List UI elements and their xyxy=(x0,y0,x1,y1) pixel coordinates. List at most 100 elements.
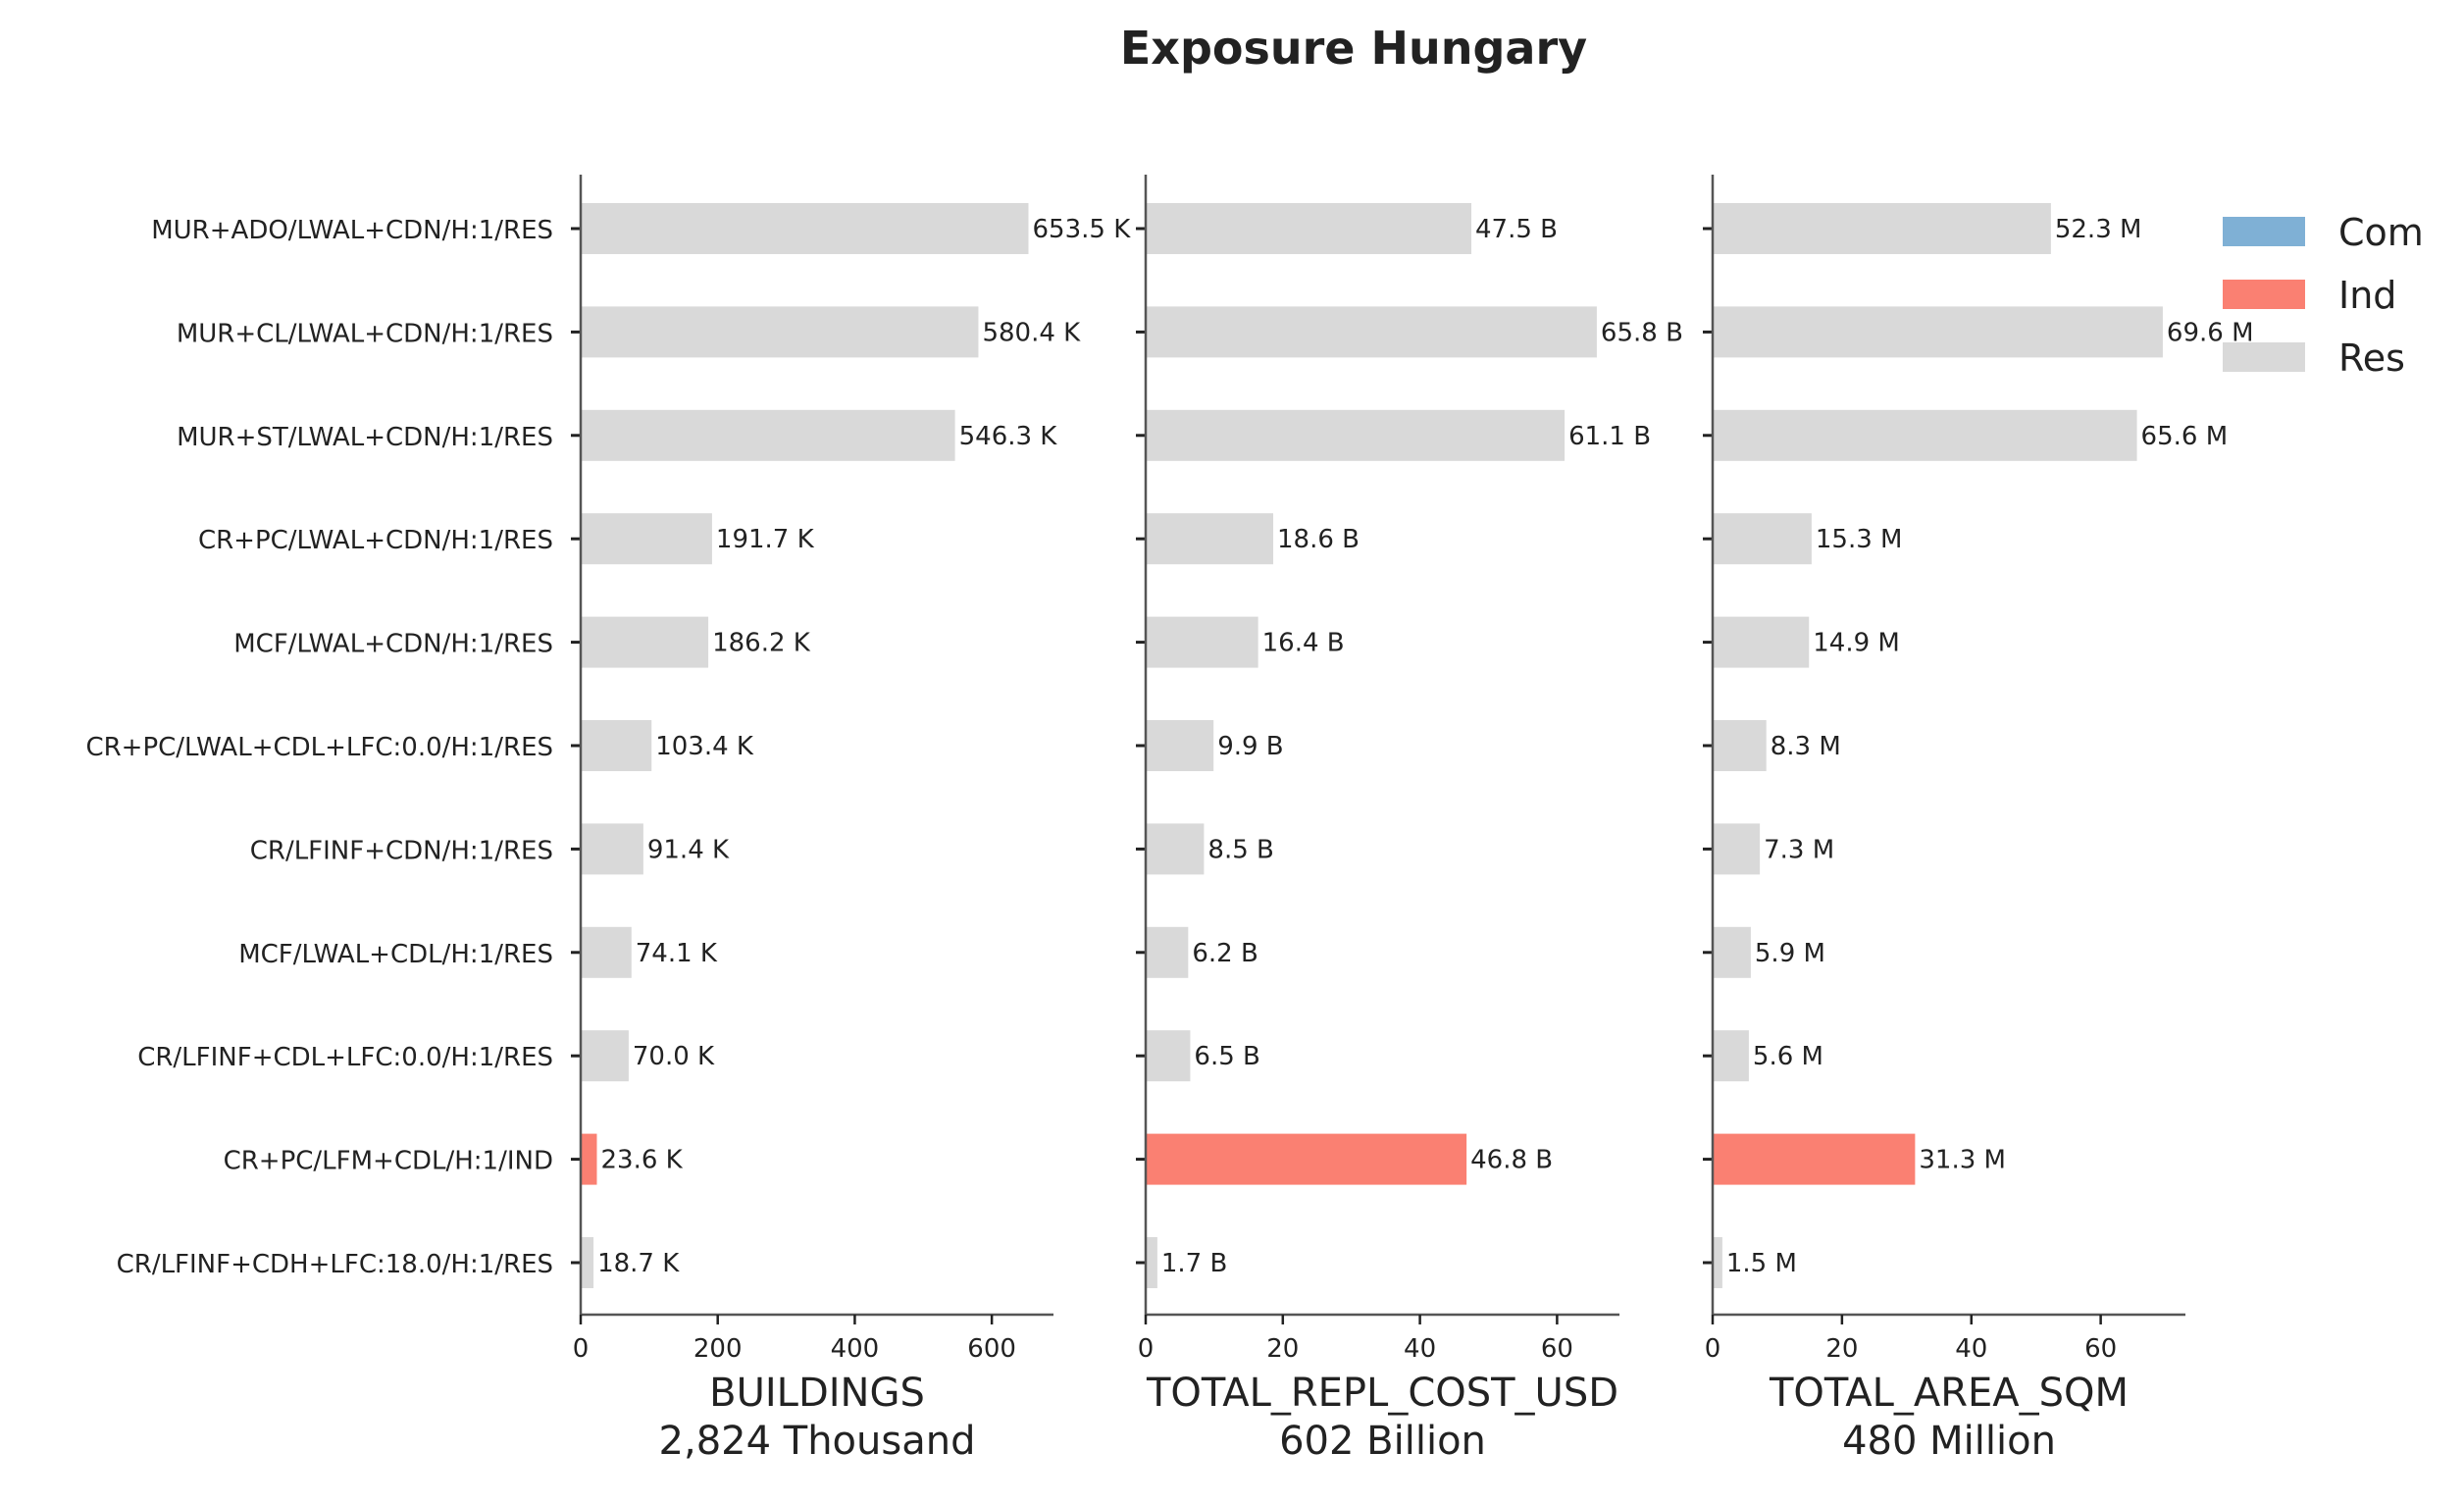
data-label: 6.5 B xyxy=(1194,1042,1259,1071)
data-label: 8.3 M xyxy=(1771,732,1841,761)
category-label: MUR+CL/LWAL+CDN/H:1/RES xyxy=(177,319,553,348)
x-axis-total-label: 480 Million xyxy=(1842,1419,2056,1464)
panels: 653.5 K MUR+ADO/LWAL+CDN/H:1/RES 580.4 K MU… xyxy=(85,175,2254,1464)
category-label: CR+PC/LFM+CDL/H:1/IND xyxy=(224,1147,553,1176)
data-label: 1.7 B xyxy=(1161,1249,1227,1278)
x-tick-label: 400 xyxy=(831,1334,880,1364)
bar xyxy=(581,306,979,358)
data-label: 46.8 B xyxy=(1470,1146,1553,1175)
data-label: 74.1 K xyxy=(636,939,718,968)
bar xyxy=(581,513,712,565)
data-label: 65.8 B xyxy=(1601,318,1683,347)
bar xyxy=(1713,203,2051,254)
data-label: 31.3 M xyxy=(1919,1146,2006,1175)
x-axis-total-label: 602 Billion xyxy=(1279,1419,1486,1464)
category-label: MCF/LWAL+CDL/H:1/RES xyxy=(238,940,553,969)
bar xyxy=(1146,720,1214,771)
x-tick-label: 60 xyxy=(2084,1334,2117,1364)
data-label: 546.3 K xyxy=(959,422,1058,451)
bar xyxy=(1713,1133,1916,1185)
category-label: CR/LFINF+CDH+LFC:18.0/H:1/RES xyxy=(117,1250,553,1279)
data-label: 18.6 B xyxy=(1277,525,1360,554)
bar xyxy=(1713,720,1767,771)
bar xyxy=(1146,306,1597,358)
x-tick-label: 0 xyxy=(1705,1334,1721,1364)
bar xyxy=(581,1030,629,1082)
data-label: 16.4 B xyxy=(1262,629,1345,658)
bar xyxy=(1146,1237,1157,1288)
x-axis-total-label: 2,824 Thousand xyxy=(659,1419,976,1464)
bar xyxy=(581,926,632,978)
data-label: 91.4 K xyxy=(647,835,730,864)
x-tick-label: 600 xyxy=(967,1334,1016,1364)
x-tick-label: 0 xyxy=(573,1334,590,1364)
category-label: CR/LFINF+CDL+LFC:0.0/H:1/RES xyxy=(137,1043,553,1072)
x-tick-label: 20 xyxy=(1266,1334,1299,1364)
x-tick-label: 20 xyxy=(1825,1334,1858,1364)
data-label: 5.6 M xyxy=(1753,1042,1823,1071)
data-label: 9.9 B xyxy=(1217,732,1283,761)
category-label: CR+PC/LWAL+CDL+LFC:0.0/H:1/RES xyxy=(85,733,553,762)
bar xyxy=(581,823,643,875)
data-label: 14.9 M xyxy=(1813,629,1900,658)
data-label: 65.6 M xyxy=(2141,422,2229,451)
data-label: 23.6 K xyxy=(600,1146,683,1175)
bar xyxy=(581,1133,597,1185)
bar xyxy=(1713,513,1812,565)
bar xyxy=(581,409,955,461)
data-label: 47.5 B xyxy=(1475,215,1558,244)
data-label: 61.1 B xyxy=(1568,422,1651,451)
bar xyxy=(1146,1030,1191,1082)
bar xyxy=(1713,409,2137,461)
category-label: MUR+ADO/LWAL+CDN/H:1/RES xyxy=(151,216,553,245)
data-label: 580.4 K xyxy=(982,318,1081,347)
data-label: 70.0 K xyxy=(633,1042,715,1071)
legend-swatch xyxy=(2223,342,2305,372)
bar xyxy=(581,203,1029,254)
data-label: 5.9 M xyxy=(1755,939,1825,968)
x-tick-label: 200 xyxy=(693,1334,743,1364)
legend-label: Res xyxy=(2338,337,2405,380)
bar xyxy=(1146,203,1472,254)
category-label: MCF/LWAL+CDN/H:1/RES xyxy=(233,630,553,659)
x-axis-label: TOTAL_REPL_COST_USD xyxy=(1146,1371,1618,1416)
bar xyxy=(1146,616,1258,668)
bar xyxy=(1713,1237,1722,1288)
data-label: 191.7 K xyxy=(716,525,815,554)
data-label: 653.5 K xyxy=(1033,215,1132,244)
panel-1: 653.5 K MUR+ADO/LWAL+CDN/H:1/RES 580.4 K MU… xyxy=(85,175,1131,1464)
category-label: CR+PC/LWAL+CDN/H:1/RES xyxy=(198,526,553,555)
bar xyxy=(581,720,652,771)
data-label: 18.7 K xyxy=(597,1249,680,1278)
bar xyxy=(1713,1030,1749,1082)
x-axis-label: TOTAL_AREA_SQM xyxy=(1769,1371,2129,1416)
data-label: 1.5 M xyxy=(1726,1249,1797,1278)
chart-title: Exposure Hungary xyxy=(1120,22,1587,75)
bar xyxy=(581,616,709,668)
bar xyxy=(1713,926,1751,978)
bar xyxy=(581,1237,594,1288)
x-axis-label: BUILDINGS xyxy=(709,1371,925,1416)
bar xyxy=(1713,823,1761,875)
legend-label: Ind xyxy=(2338,274,2396,317)
legend-swatch xyxy=(2223,280,2305,309)
data-label: 8.5 B xyxy=(1207,835,1273,864)
category-label: MUR+ST/LWAL+CDN/H:1/RES xyxy=(177,423,553,452)
data-label: 15.3 M xyxy=(1816,525,1903,554)
x-tick-label: 40 xyxy=(1404,1334,1436,1364)
bar xyxy=(1146,1133,1467,1185)
bar xyxy=(1146,823,1205,875)
bar xyxy=(1713,306,2163,358)
legend: Com Ind Res xyxy=(2223,211,2424,380)
x-tick-label: 60 xyxy=(1541,1334,1573,1364)
data-label: 6.2 B xyxy=(1192,939,1258,968)
data-label: 52.3 M xyxy=(2055,215,2142,244)
bar xyxy=(1146,926,1189,978)
category-label: CR/LFINF+CDN/H:1/RES xyxy=(250,836,553,865)
legend-swatch xyxy=(2223,217,2305,246)
bar xyxy=(1713,616,1810,668)
bar xyxy=(1146,409,1566,461)
x-tick-label: 40 xyxy=(1955,1334,1987,1364)
